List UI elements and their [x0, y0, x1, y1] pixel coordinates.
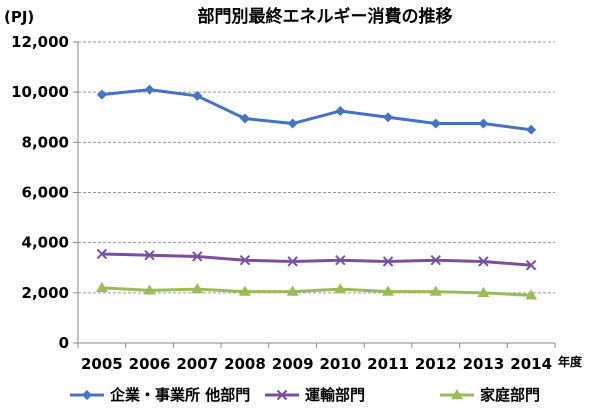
data-point — [382, 285, 395, 296]
data-point — [238, 285, 251, 296]
data-point — [287, 118, 298, 129]
legend-label: 運輸部門 — [305, 386, 365, 404]
y-tick-label: 4,000 — [22, 234, 69, 252]
data-point — [286, 285, 299, 296]
series-1 — [96, 248, 537, 271]
data-point — [239, 113, 250, 124]
axes: 0 2,000 4,000 6,000 8,000 10,000 12,000 2005 200… — [11, 33, 556, 373]
y-axis-label: (PJ) — [4, 8, 34, 26]
data-point — [239, 255, 251, 266]
data-point — [95, 281, 108, 293]
data-point — [334, 283, 347, 294]
y-tick-label: 12,000 — [11, 33, 69, 51]
data-point — [335, 255, 346, 266]
x-tick-label: 2011 — [367, 355, 409, 373]
data-point — [429, 285, 442, 296]
y-tick-label: 10,000 — [11, 83, 69, 101]
data-point — [96, 248, 108, 260]
legend-marker — [276, 389, 288, 401]
legend: 企業・事業所 他部門 運輸部門 家庭部門 — [70, 386, 540, 404]
legend-item-1: 運輸部門 — [265, 386, 365, 404]
data-point — [525, 260, 537, 271]
series-line — [101, 286, 532, 297]
x-tick-label: 2010 — [319, 355, 361, 373]
data-point — [287, 256, 298, 267]
x-axis-label: 年度 — [558, 354, 583, 369]
marker-stroke — [276, 389, 288, 401]
marker-stroke — [525, 260, 537, 271]
legend-marker — [82, 390, 92, 400]
data-point — [525, 289, 538, 300]
marker-stroke — [335, 255, 346, 266]
x-tick-label: 2012 — [415, 355, 457, 373]
data-point — [335, 105, 346, 116]
x-tick-label: 2007 — [176, 355, 218, 373]
data-point — [430, 255, 441, 266]
marker-stroke — [144, 250, 155, 261]
y-tick-label: 0 — [59, 334, 69, 352]
legend-label: 家庭部門 — [480, 386, 540, 404]
marker-stroke — [192, 251, 203, 262]
data-point — [382, 256, 394, 267]
data-point — [192, 90, 203, 101]
data-point — [96, 89, 107, 100]
marker-stroke — [287, 256, 298, 267]
x-tick-label: 2013 — [463, 355, 505, 373]
y-tick-label: 6,000 — [22, 184, 69, 202]
marker-stroke — [430, 255, 441, 266]
data-point — [191, 283, 204, 294]
y-tick-label: 8,000 — [22, 133, 69, 151]
chart-title: 部門別最終エネルギー消費の推移 — [198, 6, 453, 27]
legend-item-0: 企業・事業所 他部門 — [70, 386, 250, 404]
marker-stroke — [239, 255, 251, 266]
series-line — [101, 252, 532, 267]
data-point — [143, 284, 156, 295]
x-tick-label: 2009 — [272, 355, 314, 373]
legend-item-2: 家庭部門 — [440, 386, 540, 404]
x-tick-label: 2006 — [129, 355, 171, 373]
data-point — [383, 112, 394, 123]
data-point — [430, 118, 441, 129]
legend-marker — [451, 389, 463, 400]
series-2 — [95, 281, 538, 300]
x-tick-label: 2014 — [510, 355, 552, 373]
series-line — [101, 88, 532, 132]
data-point — [526, 124, 537, 135]
data-point — [478, 256, 489, 267]
series-layer — [95, 84, 538, 300]
x-tick-label: 2008 — [224, 355, 266, 373]
y-tick-label: 2,000 — [22, 284, 69, 302]
marker-stroke — [478, 256, 489, 267]
x-tick-label: 2005 — [81, 355, 123, 373]
marker-stroke — [382, 256, 394, 267]
marker-stroke — [96, 248, 108, 260]
data-point — [144, 250, 155, 261]
data-point — [144, 84, 155, 95]
legend-label: 企業・事業所 他部門 — [109, 386, 250, 404]
data-point — [477, 286, 490, 298]
data-point — [478, 118, 489, 129]
data-point — [192, 251, 203, 262]
series-0 — [96, 84, 537, 135]
